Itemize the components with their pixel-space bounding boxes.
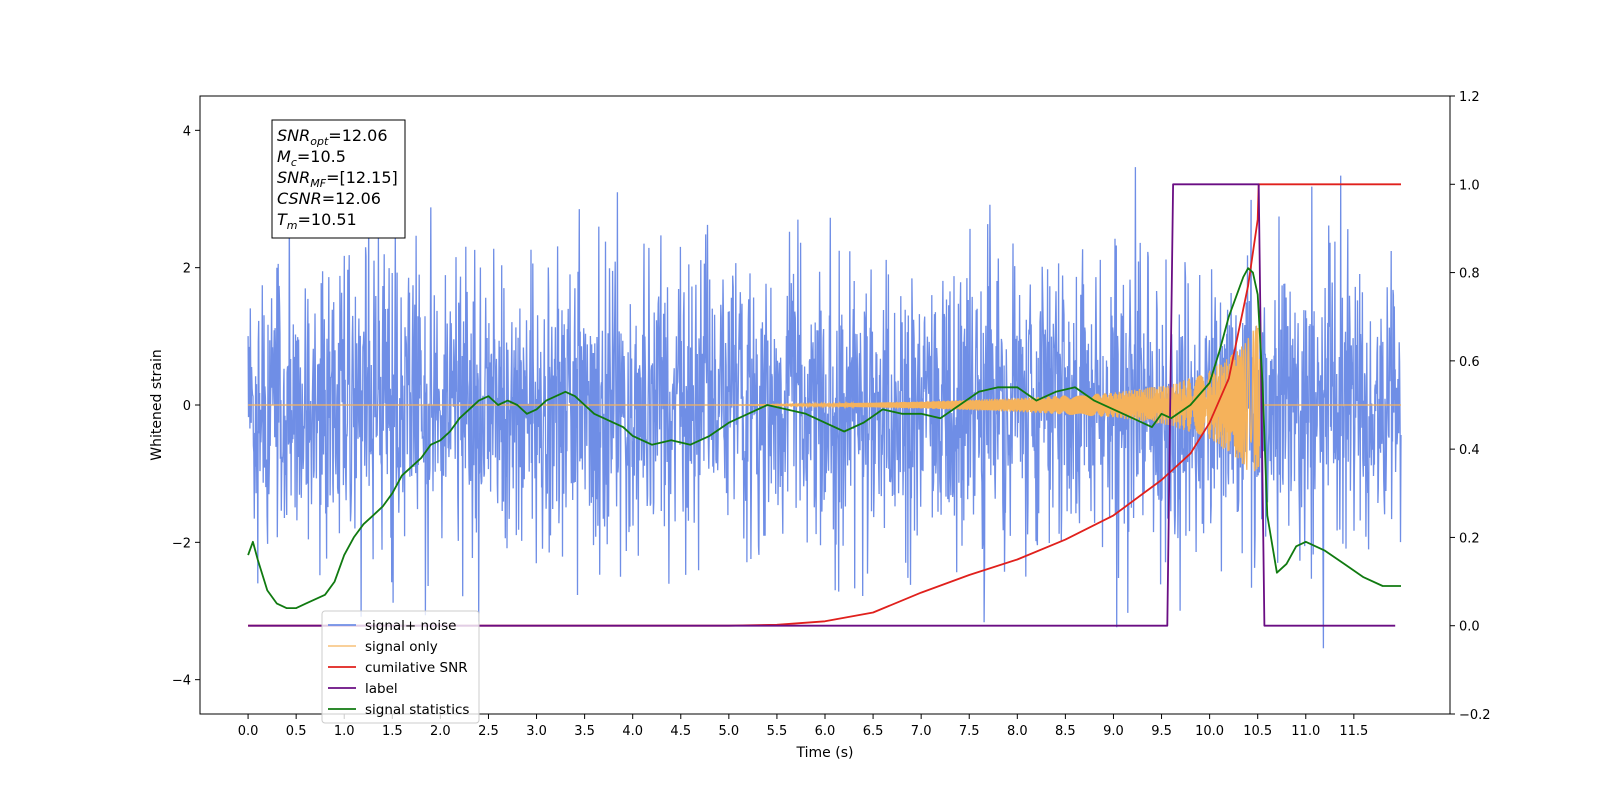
x-tick-label: 3.0 bbox=[526, 724, 547, 739]
x-tick-label: 5.5 bbox=[767, 724, 788, 739]
x-tick-label: 3.5 bbox=[574, 724, 595, 739]
y2-tick-label: 0.0 bbox=[1459, 620, 1480, 635]
annotation-frame bbox=[271, 119, 406, 239]
y2-tick-label: −0.2 bbox=[1459, 708, 1491, 723]
x-tick-label: 0.0 bbox=[238, 724, 259, 739]
series-signal-statistics-line bbox=[247, 267, 1401, 609]
legend-label: signal only bbox=[365, 639, 438, 655]
series-signal-only-line bbox=[248, 325, 1401, 472]
x-tick-label: 7.5 bbox=[959, 724, 980, 739]
series-cumilative-snr-line bbox=[248, 183, 1401, 627]
x-tick-label: 1.5 bbox=[382, 724, 403, 739]
x-tick-label: 10.0 bbox=[1195, 724, 1224, 739]
y2-tick-label: 1.0 bbox=[1459, 178, 1480, 193]
x-tick-label: 8.0 bbox=[1007, 724, 1028, 739]
x-tick-label: 10.5 bbox=[1243, 724, 1272, 739]
x-tick-label: 8.5 bbox=[1055, 724, 1076, 739]
legend-label: label bbox=[365, 681, 398, 697]
x-tick-label: 11.5 bbox=[1339, 724, 1368, 739]
annotation-line: SNRopt=12.06 bbox=[277, 126, 388, 148]
x-axis-label: Time (s) bbox=[796, 745, 854, 761]
x-tick-label: 9.5 bbox=[1151, 724, 1172, 739]
x-tick-label: 2.0 bbox=[430, 724, 451, 739]
y2-tick-label: 1.2 bbox=[1459, 90, 1480, 105]
x-tick-label: 6.0 bbox=[815, 724, 836, 739]
legend-frame bbox=[321, 610, 480, 724]
y2-tick-label: 0.4 bbox=[1459, 443, 1480, 458]
series-signal-noise-line bbox=[247, 167, 1402, 649]
x-tick-label: 6.5 bbox=[863, 724, 884, 739]
legend-label: cumilative SNR bbox=[365, 660, 468, 676]
y-axis-label: Whitened strain bbox=[149, 349, 165, 460]
series-label-line bbox=[248, 183, 1396, 627]
annotation-box: SNRopt=12.06Mc=10.5SNRMF=[12.15]CSNR=12.… bbox=[271, 119, 406, 239]
x-tick-label: 9.0 bbox=[1103, 724, 1124, 739]
y-tick-label: −2 bbox=[172, 536, 191, 551]
annotation-line: CSNR=12.06 bbox=[277, 189, 381, 208]
annotation-line: SNRMF=[12.15] bbox=[277, 168, 398, 190]
legend-label: signal+ noise bbox=[365, 618, 456, 634]
y2-tick-label: 0.8 bbox=[1459, 267, 1480, 282]
x-tick-label: 2.5 bbox=[478, 724, 499, 739]
legend-label: signal statistics bbox=[365, 702, 469, 718]
x-tick-label: 1.0 bbox=[334, 724, 355, 739]
y-tick-label: 2 bbox=[183, 262, 191, 277]
y-tick-label: −4 bbox=[172, 674, 191, 689]
x-tick-label: 11.0 bbox=[1291, 724, 1320, 739]
ticks-layer: 0.0 0.5 1.0 1.5 2.0 2.5 3.0 3.5 4.0 4.5 5.0 5.5 6.0 6… bbox=[172, 90, 1491, 739]
y-tick-label: 0 bbox=[183, 399, 191, 414]
x-tick-label: 7.0 bbox=[911, 724, 932, 739]
y2-tick-label: 0.2 bbox=[1459, 531, 1480, 546]
annotation-line: Tm=10.51 bbox=[277, 210, 357, 232]
x-tick-label: 4.5 bbox=[670, 724, 691, 739]
legend: signal+ noise signal only cumilative SNR la… bbox=[321, 610, 480, 724]
x-tick-label: 0.5 bbox=[286, 724, 307, 739]
x-tick-label: 5.0 bbox=[719, 724, 740, 739]
series-layer bbox=[247, 167, 1402, 649]
annotation-line: Mc=10.5 bbox=[277, 147, 346, 169]
y2-tick-label: 0.6 bbox=[1459, 355, 1480, 370]
x-tick-label: 4.0 bbox=[622, 724, 643, 739]
y-tick-label: 4 bbox=[183, 124, 191, 139]
